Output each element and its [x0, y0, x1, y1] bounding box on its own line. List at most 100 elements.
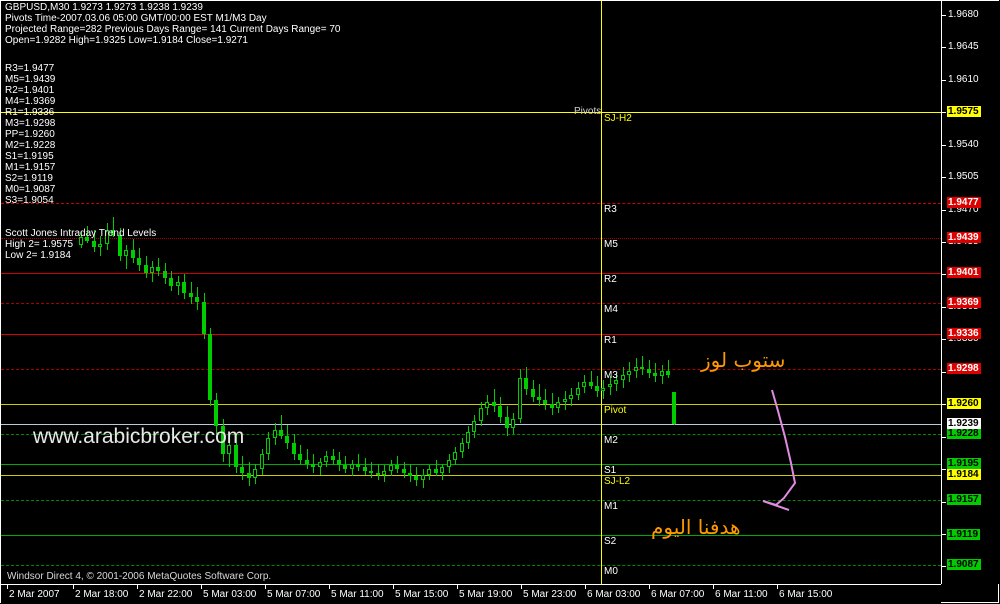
candle-body: [85, 237, 89, 242]
pivot-value-row: M1=1.9157: [5, 162, 56, 173]
candle-body: [356, 463, 360, 468]
candle-body: [350, 463, 354, 470]
pivot-value-row: S1=1.9195: [5, 151, 54, 162]
candle-body: [92, 241, 96, 247]
candle-body: [247, 472, 251, 479]
price-tick: [942, 274, 946, 275]
price-tick: [942, 534, 946, 535]
candle-body: [363, 467, 367, 471]
price-tag-s2: 1.9119: [947, 529, 981, 540]
hand-drawn-down-arrow: [762, 389, 797, 511]
candle-body: [395, 465, 399, 470]
price-tick-label: 1.9505: [948, 171, 979, 182]
price-tag-m4: 1.9369: [947, 297, 981, 308]
candle-body: [137, 257, 141, 266]
candle-body: [595, 385, 599, 392]
price-tick: [942, 339, 946, 340]
candle-body: [389, 465, 393, 471]
level-line-r1: [1, 334, 941, 335]
candle-body: [556, 402, 560, 408]
header-symbol-ohlc: GBPUSD,M30 1.9273 1.9273 1.9238 1.9239: [5, 2, 203, 13]
candle-wick: [191, 281, 192, 305]
candle-body: [453, 452, 457, 460]
candle-body: [402, 469, 406, 473]
time-tick: [521, 585, 522, 589]
time-tick: [137, 585, 138, 589]
level-line-r2: [1, 273, 941, 274]
candle-body: [505, 417, 509, 429]
candle-body: [163, 270, 167, 279]
candle-body: [576, 387, 580, 395]
pivot-value-row: M3=1.9298: [5, 118, 56, 129]
time-tick: [265, 585, 266, 589]
candle-wick: [365, 457, 366, 475]
candle-body: [647, 368, 651, 373]
candle-body: [608, 383, 612, 388]
candle-body: [518, 378, 522, 420]
candle-body: [298, 454, 302, 460]
candle-body: [221, 426, 225, 455]
time-tick-label: 6 Mar 15:00: [779, 589, 833, 600]
candle-body: [150, 267, 154, 273]
candle-body: [105, 229, 109, 244]
candle-wick: [358, 454, 359, 471]
pivot-value-row: S2=1.9119: [5, 173, 53, 184]
candle-body: [634, 367, 638, 371]
candle-body: [627, 370, 631, 375]
candle-body: [169, 278, 173, 286]
time-tick: [201, 585, 202, 589]
price-axis[interactable]: 1.9680 1.9645 1.9610 1.9575 1.9540 1.9505 1.94…: [941, 1, 999, 584]
chart-plot-area[interactable]: SJ-H2 R3 M5 R2 M4 R1 M3 Pivot M2 S1 SJ-L2 M1 S2 M0 Pi…: [1, 1, 941, 584]
level-label-r2: R2: [604, 274, 617, 285]
time-tick-label: 5 Mar 07:00: [267, 589, 321, 600]
candle-body: [208, 333, 212, 401]
price-tick: [942, 47, 946, 48]
candle-body: [182, 281, 186, 293]
candle-body: [408, 472, 412, 477]
candle-wick: [552, 393, 553, 416]
candle-body: [427, 469, 431, 475]
time-tick: [73, 585, 74, 589]
level-label-r1: R1: [604, 335, 617, 346]
header-ranges: Projected Range=282 Previous Days Range=…: [5, 24, 341, 35]
current-price-line: [1, 424, 941, 425]
candle-wick: [345, 456, 346, 473]
candle-wick: [397, 456, 398, 473]
candle-body: [640, 367, 644, 370]
time-tick-label: 2 Mar 2007: [9, 589, 60, 600]
price-tick-label: 1.9680: [948, 9, 979, 20]
level-line-m0: [1, 565, 941, 566]
candle-wick: [642, 355, 643, 375]
price-tick-label: 1.9645: [948, 41, 979, 52]
price-tick-label: 1.9610: [948, 74, 979, 85]
candle-body: [543, 400, 547, 405]
candle-body: [537, 396, 541, 401]
level-label-m2: M2: [604, 435, 618, 446]
candle-wick: [94, 229, 95, 253]
price-tick: [942, 404, 946, 405]
price-tick: [942, 145, 946, 146]
candle-body: [382, 470, 386, 475]
candle-body: [98, 243, 102, 247]
candle-body: [479, 407, 483, 421]
header-session-ohlc: Open=1.9282 High=1.9325 Low=1.9184 Close…: [5, 35, 248, 46]
candle-body: [227, 444, 231, 455]
candle-body: [285, 435, 289, 444]
candle-body: [601, 387, 605, 392]
level-line-m3: [1, 369, 941, 370]
stop-loss-annotation: ستوب لوز: [701, 348, 786, 372]
time-axis[interactable]: 2 Mar 2007 2 Mar 18:00 2 Mar 22:00 5 Mar 03…: [1, 584, 941, 603]
candle-body: [447, 459, 451, 468]
candle-body: [485, 402, 489, 408]
price-tick: [942, 437, 946, 438]
candle-wick: [655, 363, 656, 382]
candle-body: [466, 431, 470, 444]
copyright-notice: Windsor Direct 4, © 2001-2006 MetaQuotes…: [7, 571, 272, 582]
price-tick: [942, 15, 946, 16]
price-tick: [942, 242, 946, 243]
time-tick: [329, 585, 330, 589]
candle-body: [460, 443, 464, 453]
price-tick: [942, 566, 946, 567]
pivot-value-row: R2=1.9401: [5, 85, 55, 96]
time-tick-label: 6 Mar 07:00: [651, 589, 705, 600]
